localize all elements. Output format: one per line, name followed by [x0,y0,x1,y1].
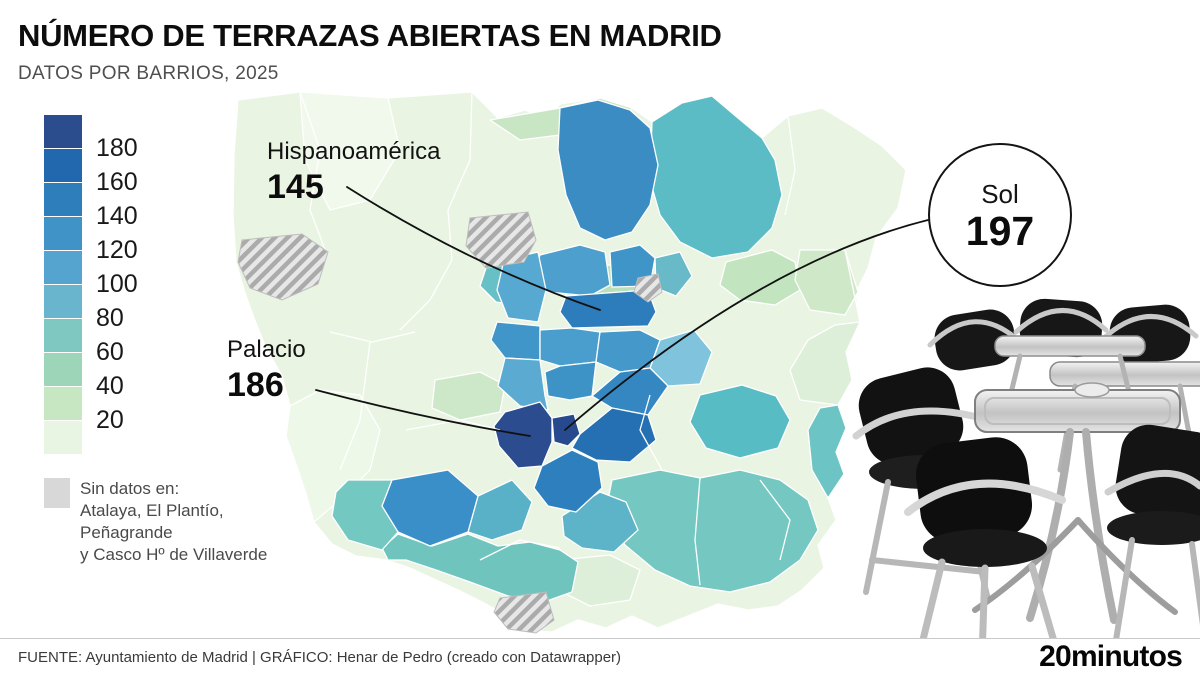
atalaya-no-data [633,273,663,303]
leader-line-hispanoamerica [346,186,601,311]
ashtray [1074,382,1110,398]
leader-line-sol [564,219,929,431]
source-credit: FUENTE: Ayuntamiento de Madrid | GRÁFICO… [18,648,622,666]
legend-swatches [44,115,82,455]
legend-tick-label: 60 [96,338,124,366]
legend-tick-label: 80 [96,304,124,332]
logo-minutos: minutos [1070,640,1183,673]
logo-20: 20 [1039,640,1072,673]
annotation-barrio-name: Hispanoamérica [267,138,441,165]
color-legend: 180 160 140 120 100 80 60 40 20 [44,115,214,455]
page-title: NÚMERO DE TERRAZAS ABIERTAS EN MADRID [18,18,722,53]
legend-tick-label: 40 [96,372,124,400]
terrace-furniture-photo [852,278,1200,638]
legend-tick-label: 140 [96,202,138,230]
legend-swatch [44,217,82,250]
no-data-line: y Casco Hº de Villaverde [80,545,268,564]
annotation-value: 145 [267,168,324,206]
annotation-value: 197 [965,207,1035,254]
brand-logo-20minutos: 20minutos [1039,640,1183,674]
annotation-barrio-name: Palacio [227,336,306,363]
annotation-leader-lines [315,186,929,437]
header: NÚMERO DE TERRAZAS ABIERTAS EN MADRID DA… [18,18,722,85]
legend-swatch [44,285,82,318]
no-data-swatch [44,478,70,508]
annotation-hispanoamerica: Hispanoamérica 145 [267,138,440,207]
legend-swatch [44,421,82,454]
annotation-value: 186 [227,366,284,404]
legend-tick-label: 180 [96,134,138,162]
no-data-line: Sin datos en: [80,479,180,498]
no-data-line: Peñagrande [80,523,173,542]
leader-line-palacio [315,389,531,437]
no-data-text: Sin datos en: Atalaya, El Plantío, Peñag… [80,478,267,566]
legend-tick-label: 20 [96,406,124,434]
el-plantio-no-data [237,233,329,301]
no-data-note: Sin datos en: Atalaya, El Plantío, Peñag… [44,478,267,566]
legend-tick-label: 120 [96,236,138,264]
no-data-hatched-regions [237,211,663,634]
legend-swatch [44,183,82,216]
map-regions [232,91,907,633]
legend-swatch [44,319,82,352]
legend-swatch [44,115,82,148]
legend-tick-label: 160 [96,168,138,196]
legend-swatch [44,251,82,284]
legend-tick-labels: 180 160 140 120 100 80 60 40 20 [96,115,206,460]
page-subtitle: DATOS POR BARRIOS, 2025 [18,63,279,84]
legend-swatch [44,387,82,420]
legend-swatch [44,353,82,386]
no-data-line: Atalaya, El Plantío, [80,501,224,520]
annotation-barrio-name: Sol [981,178,1019,209]
annotation-palacio: Palacio 186 [227,336,306,405]
legend-swatch [44,149,82,182]
villaverde-no-data [493,591,555,634]
annotation-sol: Sol 197 [928,143,1072,287]
legend-tick-label: 100 [96,270,138,298]
footer: FUENTE: Ayuntamiento de Madrid | GRÁFICO… [0,638,1200,675]
penagrande-no-data [465,211,537,269]
